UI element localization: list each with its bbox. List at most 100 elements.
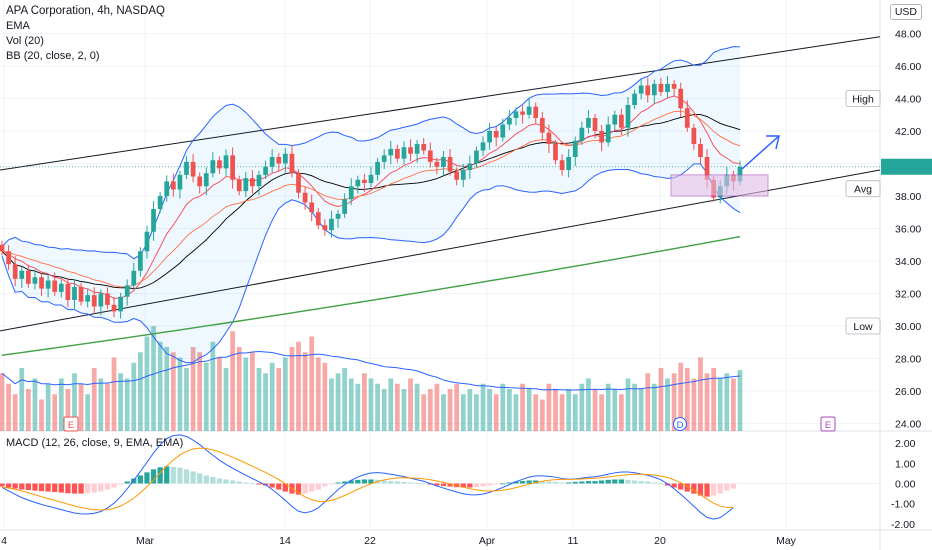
candle-body: [256, 174, 262, 187]
macd-histogram-bar: [473, 483, 480, 488]
event-badge-earnings[interactable]: E: [820, 416, 836, 432]
legend-vol[interactable]: Vol (20): [6, 35, 44, 47]
price-tick-label: 42.00: [895, 126, 921, 138]
candle-body: [157, 196, 163, 209]
legend-bb[interactable]: BB (20, close, 2, 0): [6, 50, 100, 62]
candle-body: [539, 118, 545, 133]
macd-histogram-bar: [164, 466, 170, 484]
time-axis: 4 Mar 14 22 Apr 11 20 May: [1, 535, 797, 547]
candle-body: [586, 118, 591, 128]
candle-body: [645, 85, 651, 96]
volume-bar: [111, 357, 117, 431]
price-tick-label: 44.00: [895, 94, 921, 106]
macd-tick-label: -1.00: [891, 499, 915, 511]
legend-macd[interactable]: MACD (12, 26, close, 9, EMA, EMA): [6, 437, 184, 449]
price-tag-label: High: [852, 94, 874, 106]
candle-body: [388, 148, 394, 156]
volume-bar: [98, 378, 104, 431]
volume-bar: [414, 383, 420, 431]
price-tick-label: 38.00: [895, 191, 921, 203]
volume-bar: [493, 394, 499, 431]
legend-title[interactable]: APA Corporation, 4h, NASDAQ: [6, 5, 165, 17]
macd-pane: [0, 434, 880, 520]
macd-histogram-bar: [671, 483, 677, 488]
candle-body: [276, 157, 282, 164]
candle-body: [203, 173, 209, 187]
macd-histogram-bar: [440, 483, 447, 486]
candle-body: [513, 111, 519, 118]
volume-bar: [533, 394, 539, 431]
volume-bar: [342, 368, 348, 431]
candle-body: [170, 181, 176, 190]
candle-body: [45, 280, 51, 289]
volume-bar: [441, 394, 446, 431]
candle-body: [269, 157, 275, 167]
macd-histogram-bar: [651, 482, 657, 484]
macd-histogram-bar: [711, 483, 717, 496]
event-badge-earnings[interactable]: E: [63, 416, 79, 432]
event-badge-dividend[interactable]: D: [673, 417, 687, 432]
macd-histogram-bar: [394, 481, 400, 484]
projection-arrow-head: [766, 135, 780, 150]
legend-ema[interactable]: EMA: [6, 20, 30, 32]
chart-legend: APA Corporation, 4h, NASDAQ EMA Vol (20)…: [6, 4, 165, 64]
volume-bar: [572, 394, 578, 431]
volume-bar: [394, 383, 400, 431]
macd-histogram-bar: [678, 483, 684, 490]
macd-histogram-bar: [0, 483, 5, 487]
candle-body: [39, 277, 44, 289]
macd-histogram-bar: [519, 481, 526, 484]
candle-body: [250, 178, 255, 187]
candle-body: [526, 106, 532, 115]
macd-histogram-bar: [210, 477, 216, 484]
macd-line: [1, 434, 734, 520]
volume-bar: [144, 336, 150, 431]
candle-body: [329, 218, 334, 231]
macd-histogram-bar: [322, 483, 328, 487]
price-tag-label: Low: [853, 321, 873, 333]
macd-histogram-bar: [302, 483, 308, 494]
volume-bar: [474, 394, 479, 431]
volume-bar: [447, 389, 453, 431]
candle-body: [309, 202, 315, 213]
volume-bar: [65, 389, 71, 431]
macd-histogram-bar: [25, 483, 31, 490]
candle-body: [78, 287, 84, 302]
macd-histogram-bar: [730, 483, 737, 489]
price-tick-label: 48.00: [895, 29, 921, 41]
projection-arrow: [741, 135, 780, 170]
candle-body: [619, 114, 624, 128]
time-tick-label: Mar: [136, 535, 155, 547]
event-badge-circle: [673, 417, 687, 431]
volume-bar: [362, 373, 367, 431]
volume-bar: [612, 389, 618, 431]
candle-body: [197, 176, 203, 187]
volume-bar: [500, 383, 506, 431]
volume-bar: [91, 368, 97, 431]
volume-bar: [19, 368, 25, 431]
event-badge-label: E: [68, 420, 74, 431]
candle-body: [230, 155, 235, 180]
candle-body: [447, 157, 453, 172]
volume-bar: [737, 370, 743, 431]
candle-body: [658, 83, 664, 92]
macd-histogram-bar: [572, 481, 578, 484]
volume-bar: [731, 378, 736, 431]
candle-body: [460, 170, 466, 180]
macd-histogram-bar: [631, 480, 638, 484]
candle-body: [12, 264, 18, 279]
currency-button[interactable]: USD: [889, 4, 922, 20]
volume-bar: [309, 336, 315, 431]
macd-histogram-bar: [566, 482, 572, 484]
candle-body: [401, 147, 407, 159]
candle-body: [572, 140, 578, 157]
candle-body: [105, 293, 110, 305]
volume-bar: [243, 357, 249, 431]
volume-bar: [250, 352, 255, 431]
volume-bar: [632, 383, 637, 431]
candle-body: [579, 127, 585, 141]
candle-body: [434, 161, 440, 167]
bollinger-lower-line: [1, 163, 741, 364]
